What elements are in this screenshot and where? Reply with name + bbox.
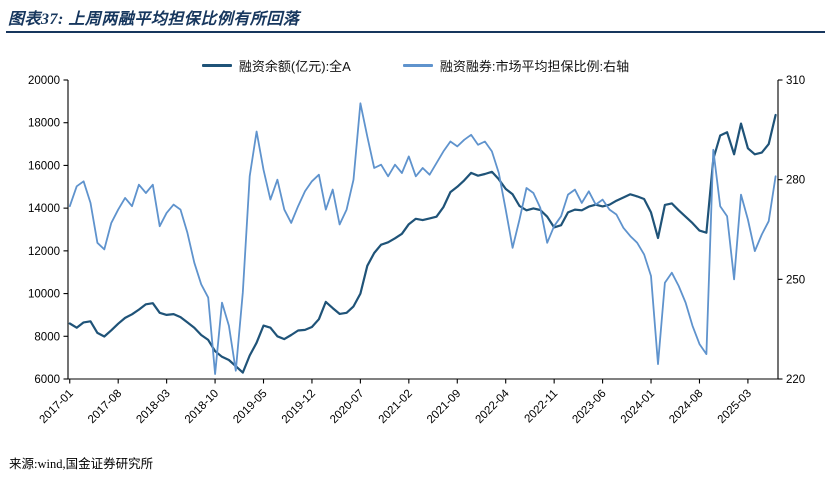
chart-legend: 融资余额(亿元):全A 融资融券:市场平均担保比例:右轴 [0, 56, 831, 75]
x-axis-tick-label: 2022-04 [473, 387, 512, 426]
y-axis-tick-label: 18000 [28, 118, 60, 130]
x-axis-tick-label: 2024-01 [619, 388, 657, 426]
x-axis-tick-label: 2024-08 [667, 388, 705, 426]
right-axis-tick-label: 280 [786, 175, 805, 187]
x-axis-tick-label: 2020-07 [328, 388, 366, 426]
right-axis-tick-label: 220 [786, 374, 805, 386]
y-axis-tick-label: 10000 [28, 289, 60, 301]
series-line-guarantee-ratio [68, 102, 777, 375]
x-axis-tick-label: 2022-11 [523, 388, 561, 426]
right-axis-tick-label: 250 [786, 274, 805, 286]
figure-title: 图表37: 上周两融平均担保比例有所回落 [8, 11, 300, 28]
legend-item-financing-balance: 融资余额(亿元):全A [201, 56, 351, 75]
x-axis-tick-label: 2021-02 [377, 388, 415, 426]
x-axis-tick-label: 2021-09 [425, 388, 463, 426]
x-axis-tick-label: 2025-03 [716, 388, 754, 426]
x-axis-tick-label: 2023-06 [570, 388, 608, 426]
y-axis-tick-label: 6000 [34, 374, 60, 386]
x-axis-tick-label: 2018-03 [134, 388, 172, 426]
x-axis-tick-label: 2019-12 [280, 388, 318, 426]
legend-label-financing-balance: 融资余额(亿元):全A [238, 59, 351, 74]
y-axis-tick-label: 16000 [28, 160, 60, 172]
legend-item-guarantee-ratio: 融资融券:市场平均担保比例:右轴 [402, 56, 630, 75]
x-axis-tick-label: 2019-05 [231, 388, 269, 426]
title-divider [6, 31, 825, 34]
y-axis-tick-label: 12000 [28, 246, 60, 258]
y-axis-tick-label: 8000 [34, 331, 60, 343]
legend-swatch-financing-balance [201, 63, 232, 68]
series-line-financing-balance [68, 113, 777, 374]
legend-swatch-guarantee-ratio [402, 63, 433, 68]
right-axis-tick-label: 310 [786, 75, 805, 87]
y-axis-tick-label: 20000 [28, 75, 60, 87]
source-note: 来源:wind,国金证券研究所 [9, 457, 154, 471]
legend-label-guarantee-ratio: 融资融券:市场平均担保比例:右轴 [439, 59, 630, 74]
x-axis-tick-label: 2018-10 [183, 388, 221, 426]
x-axis-tick-label: 2017-01 [38, 388, 76, 426]
y-axis-tick-label: 14000 [28, 203, 60, 215]
x-axis-tick-label: 2017-08 [86, 388, 124, 426]
